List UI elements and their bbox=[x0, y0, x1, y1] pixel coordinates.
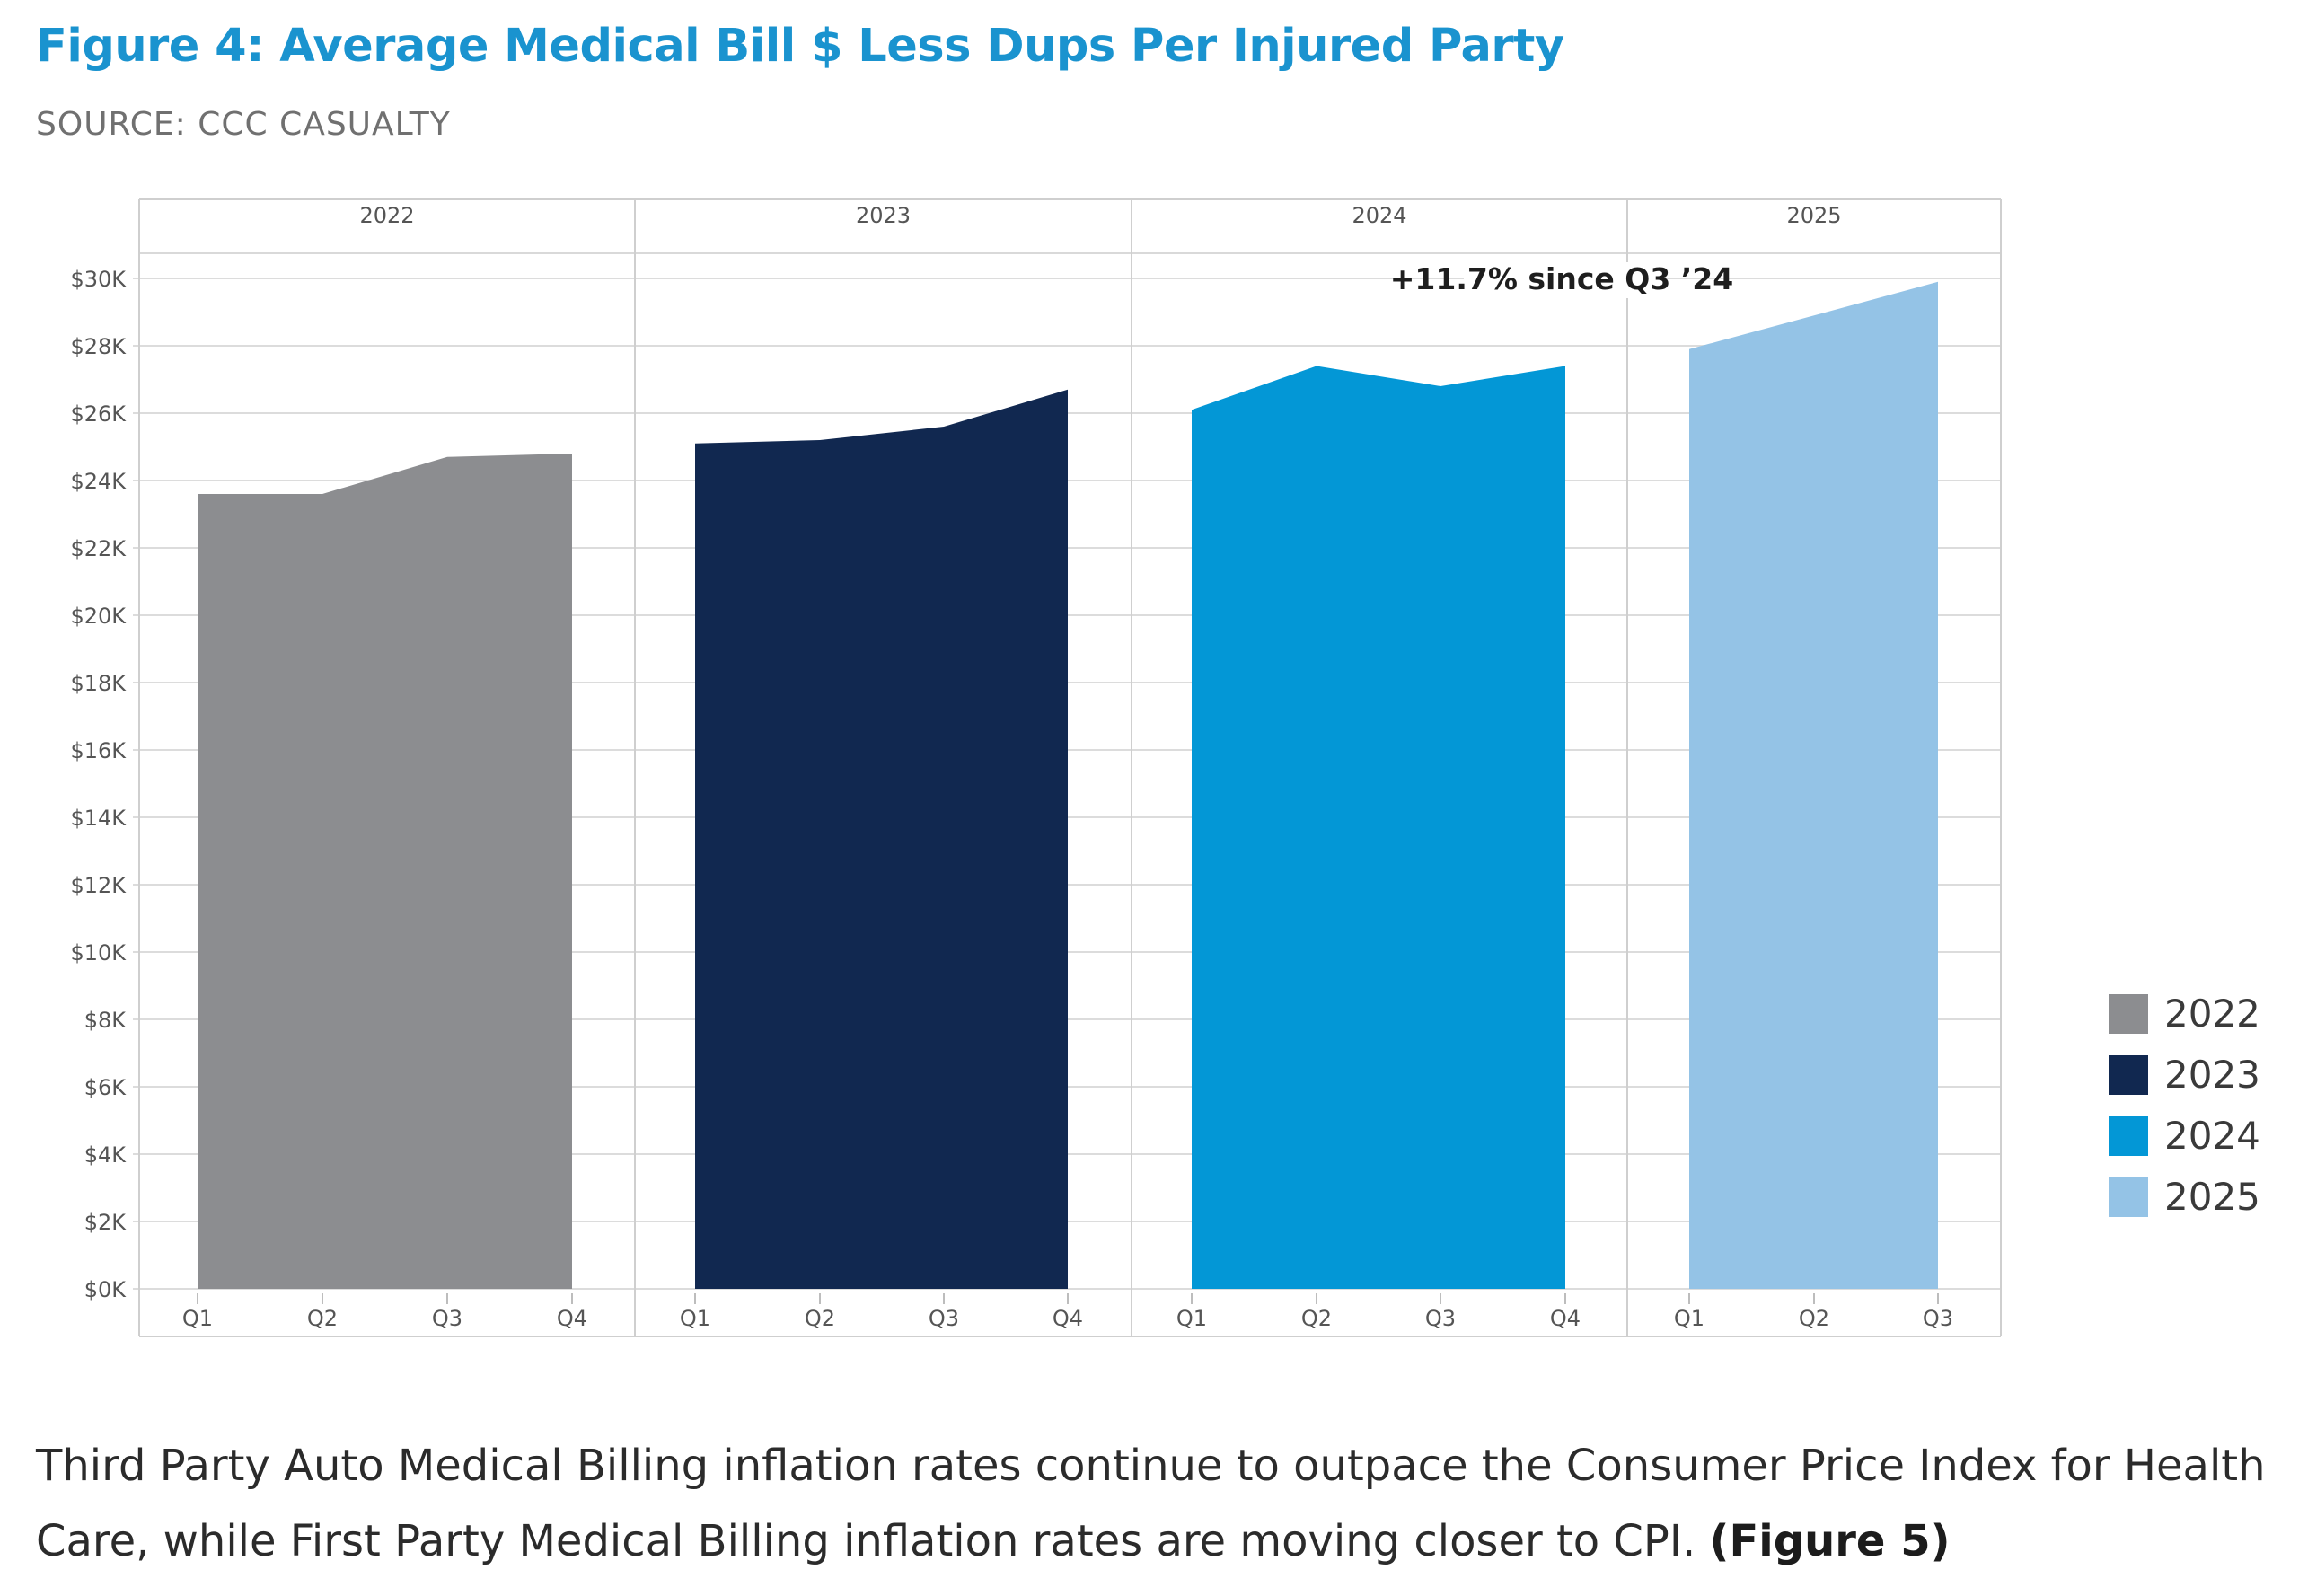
legend-swatch-2022 bbox=[2109, 994, 2148, 1034]
quarter-label: Q3 bbox=[432, 1306, 462, 1331]
legend-label-2022: 2022 bbox=[2164, 992, 2260, 1036]
quarter-label: Q1 bbox=[1674, 1306, 1704, 1331]
y-tick-label: $12K bbox=[70, 873, 127, 898]
year-header-2025: 2025 bbox=[1786, 203, 1841, 228]
label-layer: $0K $2K $4K $6K $8K $10K $12K $14K $16K $18K $20K $… bbox=[70, 203, 1953, 1331]
y-tick-label: $2K bbox=[84, 1210, 128, 1235]
y-tick-label: $6K bbox=[84, 1075, 128, 1100]
quarter-label: Q4 bbox=[1053, 1306, 1083, 1331]
y-tick-label: $4K bbox=[84, 1142, 128, 1168]
area-layer bbox=[198, 281, 1938, 1289]
annotation-backing bbox=[1464, 262, 1661, 298]
y-tick-label: $28K bbox=[70, 334, 127, 359]
y-tick-label: $30K bbox=[70, 267, 127, 292]
quarter-label: Q4 bbox=[1550, 1306, 1581, 1331]
quarter-label: Q2 bbox=[1799, 1306, 1829, 1331]
quarter-label: Q3 bbox=[929, 1306, 959, 1331]
quarter-label: Q2 bbox=[805, 1306, 835, 1331]
figure-source: SOURCE: CCC CASUALTY bbox=[36, 106, 451, 143]
figure-5-reference: (Figure 5) bbox=[1709, 1516, 1951, 1566]
quarter-label: Q2 bbox=[307, 1306, 338, 1331]
y-tick-label: $16K bbox=[70, 738, 127, 763]
quarter-label: Q2 bbox=[1301, 1306, 1332, 1331]
area-2022 bbox=[198, 454, 572, 1289]
quarter-label: Q4 bbox=[557, 1306, 587, 1331]
legend-swatch-2024 bbox=[2109, 1116, 2148, 1156]
area-chart: $0K $2K $4K $6K $8K $10K $12K $14K $16K $18K $20K $… bbox=[70, 198, 2260, 1337]
y-tick-label: $10K bbox=[70, 940, 127, 966]
legend-swatch-2023 bbox=[2109, 1055, 2148, 1095]
y-tick-label: $20K bbox=[70, 604, 127, 629]
y-tick-label: $14K bbox=[70, 806, 127, 831]
legend-swatch-2025 bbox=[2109, 1177, 2148, 1217]
paragraph-text: Third Party Auto Medical Billing inflati… bbox=[36, 1441, 2266, 1566]
y-tick-label: $0K bbox=[84, 1277, 128, 1302]
quarter-label: Q1 bbox=[1176, 1306, 1207, 1331]
y-tick-label: $24K bbox=[70, 469, 127, 494]
area-2024 bbox=[1192, 366, 1565, 1289]
y-tick-label: $26K bbox=[70, 401, 127, 427]
quarter-label: Q3 bbox=[1425, 1306, 1456, 1331]
legend-label-2025: 2025 bbox=[2164, 1175, 2260, 1219]
legend-layer: 2022 2023 2024 2025 bbox=[2109, 992, 2260, 1219]
area-2023 bbox=[695, 389, 1068, 1289]
legend-label-2024: 2024 bbox=[2164, 1114, 2260, 1158]
year-header-2022: 2022 bbox=[359, 203, 414, 228]
legend-label-2023: 2023 bbox=[2164, 1053, 2260, 1097]
year-header-2023: 2023 bbox=[856, 203, 911, 228]
quarter-label: Q3 bbox=[1923, 1306, 1953, 1331]
area-2025 bbox=[1689, 281, 1938, 1289]
year-header-2024: 2024 bbox=[1352, 203, 1406, 228]
body-paragraph: Third Party Auto Medical Billing inflati… bbox=[36, 1428, 2281, 1579]
y-tick-label: $8K bbox=[84, 1008, 128, 1033]
y-tick-label: $22K bbox=[70, 536, 127, 561]
quarter-label: Q1 bbox=[182, 1306, 213, 1331]
figure-title: Figure 4: Average Medical Bill $ Less Du… bbox=[36, 20, 1564, 73]
annotation-label: +11.7% since Q3 ’24 bbox=[1390, 261, 1733, 296]
y-tick-label: $18K bbox=[70, 671, 127, 696]
quarter-label: Q1 bbox=[680, 1306, 710, 1331]
